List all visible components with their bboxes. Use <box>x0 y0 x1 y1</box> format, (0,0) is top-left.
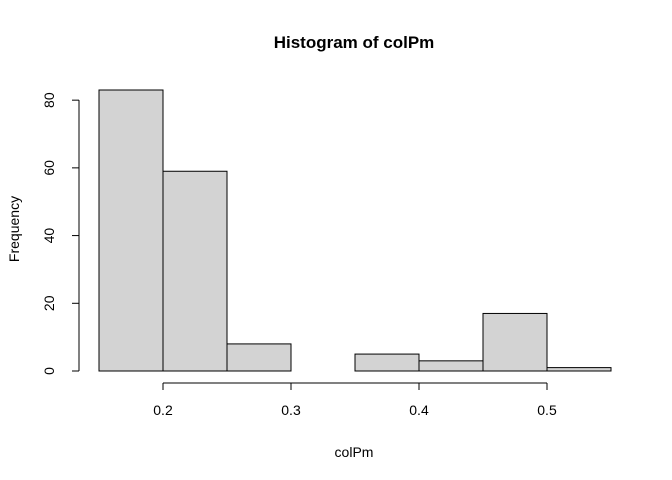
x-axis: 0.2 0.3 0.4 0.5 <box>153 382 557 418</box>
x-tick-label-2: 0.4 <box>409 402 429 418</box>
y-tick-label-4: 80 <box>41 92 57 108</box>
x-tick-label-3: 0.5 <box>537 402 557 418</box>
x-axis-label: colPm <box>335 444 374 460</box>
y-tick-label-3: 60 <box>41 160 57 176</box>
histogram-bar-7 <box>546 367 612 372</box>
y-tick-label-1: 20 <box>41 295 57 311</box>
x-tick-label-1: 0.3 <box>281 402 301 418</box>
y-axis-label: Frequency <box>6 196 22 262</box>
bars-group <box>98 89 612 372</box>
y-axis: 0 20 40 60 80 <box>41 92 80 375</box>
histogram-bar-2 <box>226 343 292 372</box>
histogram-bar-6 <box>482 312 548 372</box>
histogram-bar-1 <box>162 170 228 372</box>
histogram-bar-4 <box>354 353 420 372</box>
x-tick-label-0: 0.2 <box>153 402 173 418</box>
histogram-bar-0 <box>98 89 164 372</box>
histogram-bar-5 <box>418 360 484 372</box>
y-tick-label-2: 40 <box>41 228 57 244</box>
y-tick-label-0: 0 <box>41 367 57 375</box>
chart-title: Histogram of colPm <box>274 33 435 52</box>
